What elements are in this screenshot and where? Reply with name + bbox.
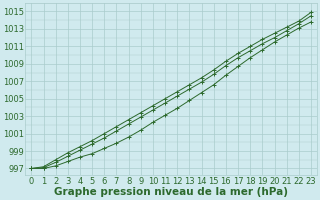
X-axis label: Graphe pression niveau de la mer (hPa): Graphe pression niveau de la mer (hPa) — [54, 187, 288, 197]
